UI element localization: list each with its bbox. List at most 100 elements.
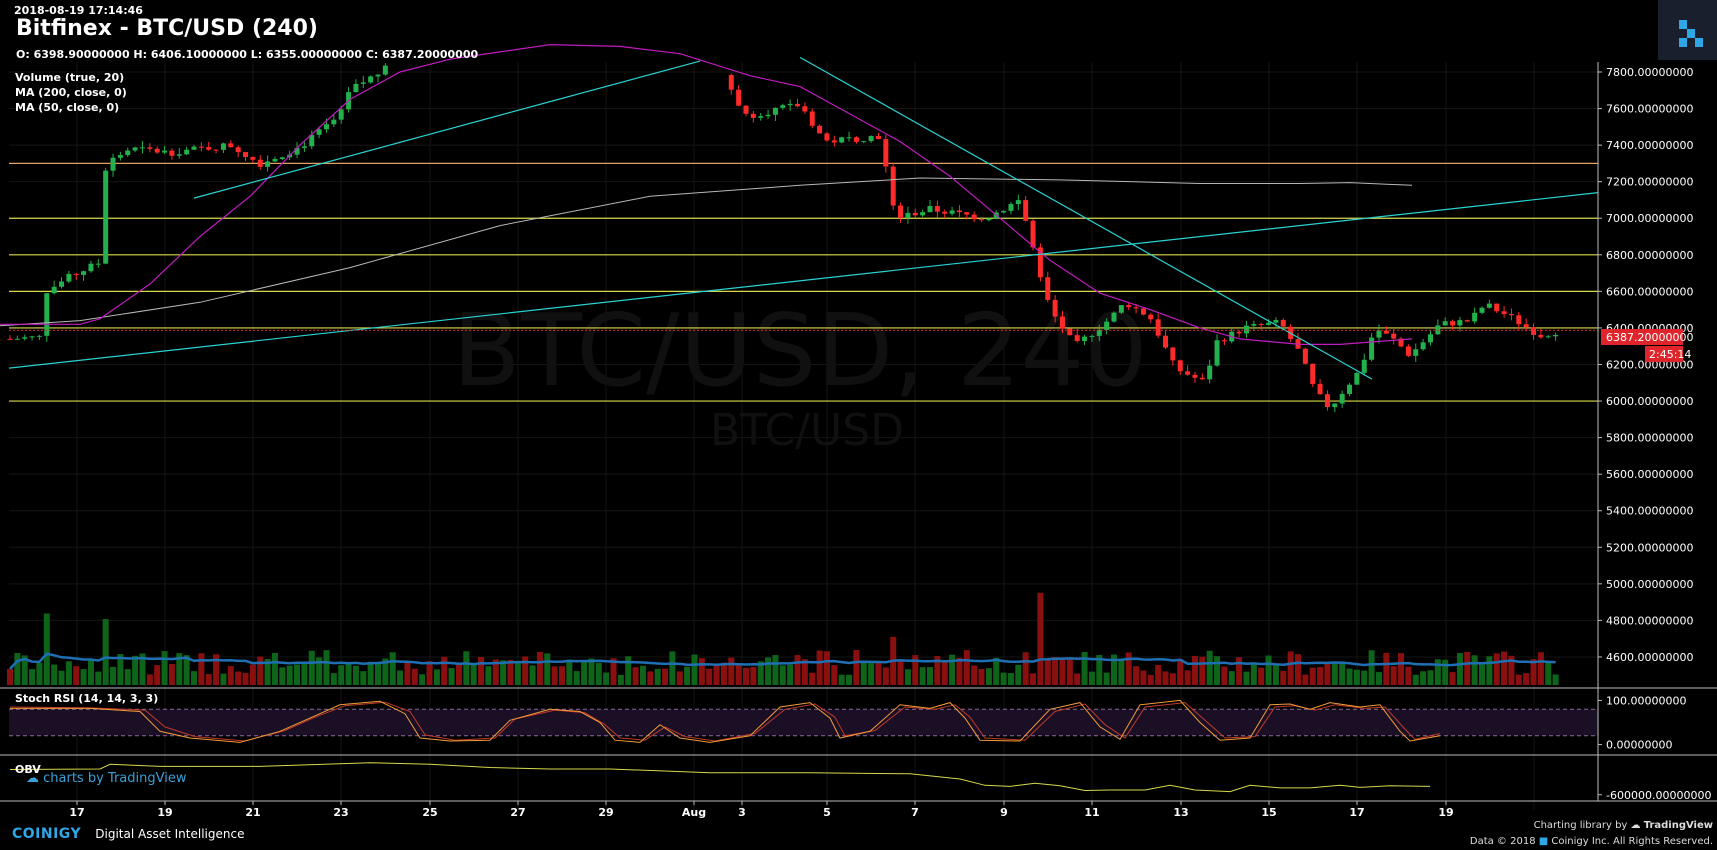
candle-body (875, 136, 881, 140)
candle-body (1126, 305, 1132, 308)
candle-body (1273, 319, 1279, 323)
volume-bar (485, 666, 492, 685)
coinigy-tagline: Digital Asset Intelligence (95, 827, 245, 841)
volume-bar (941, 661, 948, 685)
candle-body (1553, 334, 1559, 337)
x-tick-label: 13 (1173, 806, 1188, 819)
tradingview-credit-link[interactable]: ☁ charts by TradingView (26, 771, 187, 786)
candle-body (853, 137, 859, 142)
volume-bar (603, 672, 610, 685)
candle-body (861, 141, 867, 143)
volume-bar (1250, 664, 1257, 685)
volume-bar (765, 657, 772, 685)
volume-bar (1066, 659, 1073, 685)
candle-body (1045, 277, 1051, 300)
candle-body (927, 206, 933, 213)
candle-body (294, 147, 300, 155)
candle-body (1177, 360, 1183, 372)
volume-indicator-label[interactable]: Volume (true, 20) (15, 71, 125, 84)
candle-body (743, 105, 749, 114)
candle-body (1361, 359, 1367, 373)
candle-body (331, 119, 337, 125)
volume-bar (853, 650, 860, 685)
candle-body (1192, 374, 1198, 378)
candle-body (1324, 394, 1330, 408)
volume-bar (1000, 672, 1007, 685)
volume-bar (102, 619, 109, 685)
candle-body (1479, 307, 1485, 313)
vertical-grid-lines (76, 62, 1535, 810)
volume-bar (1309, 667, 1316, 685)
y-tick-label: 5600.00000000 (1606, 468, 1693, 481)
volume-bar (73, 666, 80, 685)
candle-body (1310, 363, 1316, 384)
obv-indicator-label[interactable]: OBV (15, 763, 41, 776)
candle-body (1508, 314, 1514, 316)
candle-body (934, 206, 940, 212)
tradingview-logo-text[interactable]: TradingView (1643, 820, 1713, 831)
price-label: 6387.20000000 2:45:14 (1601, 329, 1693, 362)
volume-bar (65, 661, 72, 685)
volume-bar (1236, 657, 1243, 685)
candle-body (979, 219, 985, 221)
volume-bar (934, 655, 941, 685)
candle-body (1376, 330, 1382, 338)
candle-body (1531, 327, 1537, 335)
candle-body (117, 155, 123, 158)
volume-bar (779, 665, 786, 685)
volume-bar (338, 665, 345, 685)
volume-bar (1022, 652, 1029, 685)
candle-body (110, 157, 116, 171)
volume-bar (1361, 670, 1368, 685)
candle-body (1516, 315, 1522, 325)
volume-bar (1081, 652, 1088, 685)
volume-bar (698, 658, 705, 685)
volume-bar (927, 667, 933, 685)
volume-bar (1486, 656, 1493, 685)
candle-body (243, 152, 249, 158)
stoch-y-label: 100.00000000 (1606, 694, 1686, 707)
volume-bar (95, 671, 102, 685)
volume-bar (912, 655, 919, 685)
volume-bar (1088, 671, 1095, 685)
x-tick-label: 23 (333, 806, 348, 819)
candle-body (235, 147, 241, 153)
candle-body (1538, 334, 1544, 338)
volume-bars (7, 592, 1559, 685)
volume-bar (1103, 672, 1110, 685)
volume-bar (352, 665, 359, 685)
candle-body (162, 150, 168, 153)
x-tick-label: Aug (682, 806, 706, 819)
volume-bar (168, 663, 175, 685)
volume-bar (1449, 672, 1456, 685)
volume-bar (514, 660, 521, 685)
volume-bar (816, 650, 823, 685)
volume-bar (588, 658, 595, 685)
y-tick-label: 7400.00000000 (1606, 139, 1693, 152)
bar-countdown-label: 2:45:14 (1649, 348, 1691, 361)
trendline-ascending-long (8, 192, 1599, 369)
candle-body (1486, 303, 1492, 308)
candle-body (1199, 377, 1205, 380)
y-axis-labels: 7800.00000000 7600.00000000 7400.00000000 7… (1598, 66, 1711, 802)
candle-body (169, 150, 175, 156)
y-tick-label: 5400.00000000 (1606, 505, 1693, 518)
ma200-indicator-label[interactable]: MA (200, close, 0) (15, 86, 127, 99)
candle-body (1494, 303, 1500, 312)
stoch-rsi-indicator-label[interactable]: Stoch RSI (14, 14, 3, 3) (15, 692, 159, 705)
volume-bar (139, 653, 146, 685)
volume-bar (1258, 667, 1265, 685)
volume-bar (720, 662, 727, 685)
x-tick-label: 29 (598, 806, 613, 819)
volume-bar (669, 651, 676, 685)
candle-body (88, 263, 94, 272)
ma50-indicator-label[interactable]: MA (50, close, 0) (15, 101, 120, 114)
volume-bar (846, 674, 853, 685)
volume-bar (249, 664, 256, 685)
candle-body (301, 146, 307, 148)
volume-bar (522, 656, 529, 685)
volume-bar (1096, 654, 1103, 685)
volume-bar (735, 663, 742, 685)
volume-bar (21, 655, 28, 685)
